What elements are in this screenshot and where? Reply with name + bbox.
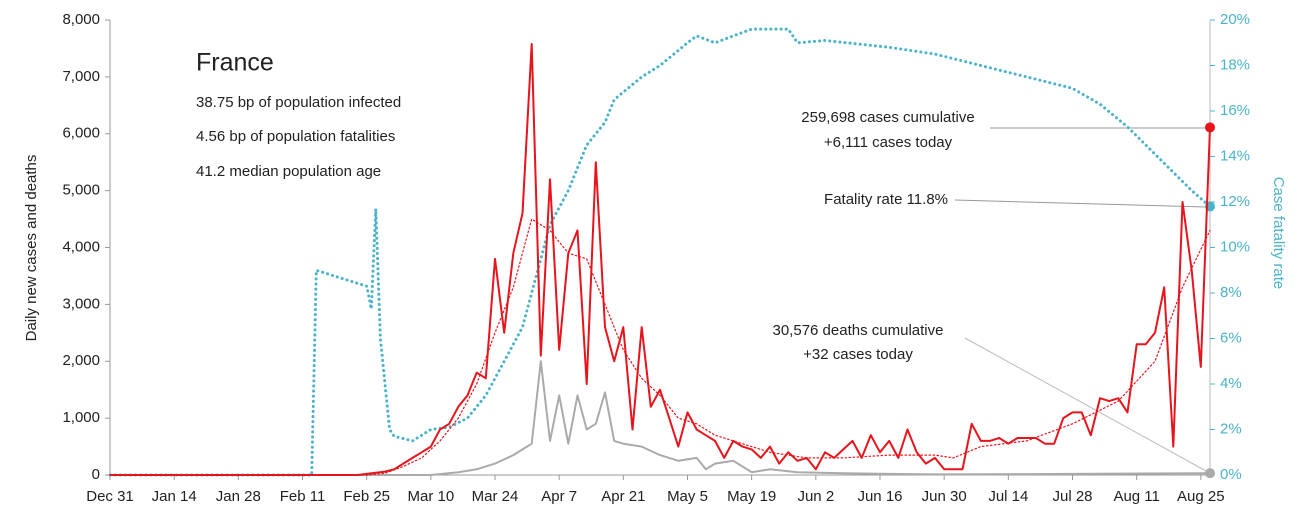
annotation: 30,576 deaths cumulative [773, 322, 944, 339]
annotation: +6,111 cases today [824, 134, 953, 151]
x-tick-label: May 19 [727, 488, 776, 505]
x-tick-label: Mar 24 [472, 488, 519, 505]
x-tick-label: Feb 11 [280, 488, 326, 505]
y-tick-label: 2,000 [62, 352, 100, 369]
annotation: +32 cases today [803, 346, 913, 363]
subtitle: 4.56 bp of population fatalities [196, 128, 395, 145]
series-line [108, 27, 1212, 477]
x-tick-label: Jun 30 [922, 488, 967, 505]
y-tick-label: 5,000 [62, 182, 100, 199]
leader-line [964, 337, 1207, 472]
y2-axis-label: Case fatality rate [1270, 177, 1287, 290]
chart-title: France [196, 49, 274, 77]
subtitle: 38.75 bp of population infected [196, 94, 401, 111]
end-marker [1205, 122, 1215, 133]
y-tick-label: 7,000 [62, 68, 100, 85]
y2-tick-label: 12% [1220, 193, 1250, 210]
x-tick-label: Aug 25 [1177, 488, 1225, 505]
x-tick-label: Aug 11 [1113, 488, 1159, 505]
x-tick-label: Apr 7 [541, 488, 577, 505]
annotation: Fatality rate 11.8% [824, 191, 948, 208]
x-tick-label: Feb 25 [343, 488, 390, 505]
y2-tick-label: 0% [1220, 466, 1242, 483]
y-axis-label: Daily new cases and deaths [23, 155, 40, 342]
x-tick-label: Jan 28 [216, 488, 261, 505]
y2-tick-label: 14% [1220, 147, 1250, 164]
y2-tick-label: 8% [1220, 284, 1242, 301]
y2-tick-label: 16% [1220, 102, 1250, 119]
y-tick-label: 4,000 [62, 238, 100, 255]
y-tick-label: 3,000 [62, 295, 100, 312]
y2-tick-label: 2% [1220, 420, 1242, 437]
x-tick-label: Apr 21 [601, 488, 645, 505]
y2-tick-label: 6% [1220, 329, 1242, 346]
x-tick-label: Jun 2 [797, 488, 834, 505]
y2-tick-label: 18% [1220, 56, 1250, 73]
series-line [110, 360, 1211, 476]
x-tick-label: Jun 16 [857, 488, 902, 505]
y2-tick-label: 4% [1220, 375, 1242, 392]
x-tick-label: Jan 14 [152, 488, 197, 505]
subtitle: 41.2 median population age [196, 163, 381, 180]
y2-tick-label: 20% [1220, 11, 1250, 28]
y-tick-label: 1,000 [62, 409, 100, 426]
y-tick-label: 0 [92, 466, 100, 483]
x-tick-label: May 5 [667, 488, 708, 505]
series-line [110, 43, 1211, 476]
x-tick-label: Mar 10 [407, 488, 454, 505]
end-marker [1205, 468, 1215, 479]
x-tick-label: Jul 14 [988, 488, 1028, 505]
x-tick-label: Dec 31 [86, 488, 134, 505]
annotation: 259,698 cases cumulative [801, 109, 974, 126]
x-tick-label: Jul 28 [1052, 488, 1092, 505]
series-line [109, 218, 1211, 476]
leader-line [954, 199, 1207, 208]
y-tick-label: 8,000 [62, 11, 100, 28]
y-tick-label: 6,000 [62, 125, 100, 142]
y2-tick-label: 10% [1220, 238, 1250, 255]
